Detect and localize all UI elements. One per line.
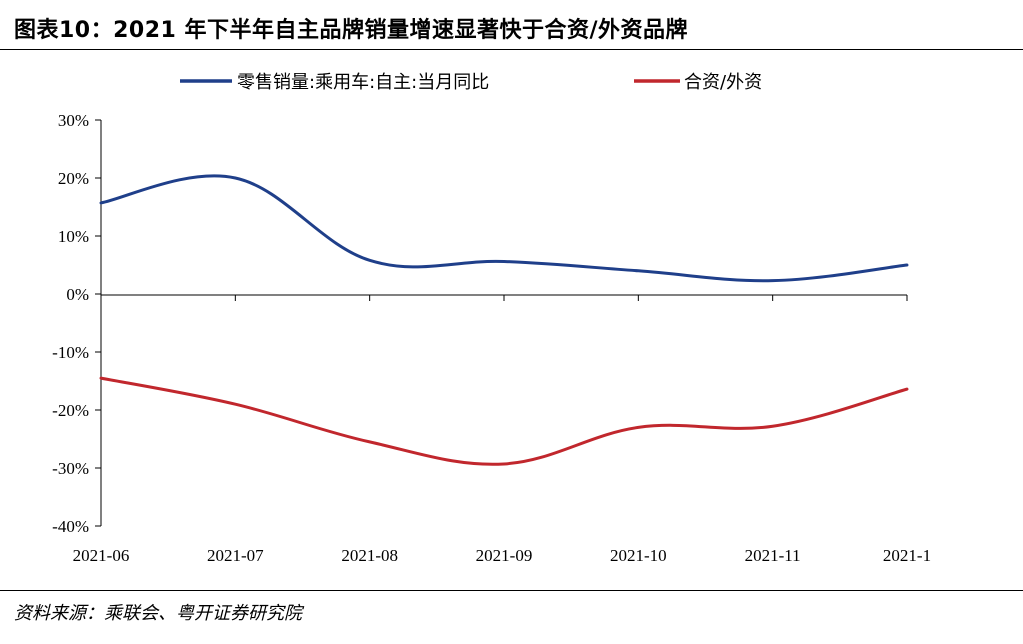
top-divider (0, 49, 1023, 50)
y-tick-label: -20% (52, 401, 89, 420)
x-tick-label: 2021-06 (73, 546, 130, 565)
y-tick-label: -30% (52, 459, 89, 478)
series-line-0 (99, 174, 909, 283)
y-tick-label: -40% (52, 517, 89, 536)
legend-label-0: 零售销量:乘用车:自主:当月同比 (237, 72, 489, 93)
legend-label-1: 合资/外资 (684, 72, 762, 93)
axes: 30% 20% 10% 0% -10% -20% -30% -40% 2021-06 2021-0… (52, 111, 931, 565)
legend: 零售销量:乘用车:自主:当月同比 合资/外资 (180, 72, 762, 93)
source-note: 资料来源：乘联会、粤开证券研究院 (14, 603, 302, 624)
x-tick-label: 2021-11 (745, 546, 801, 565)
x-tick-label: 2021-08 (341, 546, 398, 565)
y-tick-label: 20% (58, 169, 89, 188)
y-tick-label: -10% (52, 343, 89, 362)
y-tick-label: 0% (66, 285, 89, 304)
x-tick-label: 2021-09 (476, 546, 533, 565)
y-tick-label: 30% (58, 111, 89, 130)
line-chart: 零售销量:乘用车:自主:当月同比 合资/外资 30% 20% 10% 0% -10% -20… (52, 72, 931, 565)
x-tick-label: 2021-07 (207, 546, 264, 565)
x-tick-label: 2021-1 (883, 546, 931, 565)
series-line-1 (99, 376, 909, 466)
chart-title: 图表10：2021 年下半年自主品牌销量增速显著快于合资/外资品牌 (14, 18, 689, 43)
y-tick-label: 10% (58, 227, 89, 246)
x-tick-label: 2021-10 (610, 546, 667, 565)
bottom-divider (0, 590, 1023, 591)
series-lines (99, 174, 909, 466)
